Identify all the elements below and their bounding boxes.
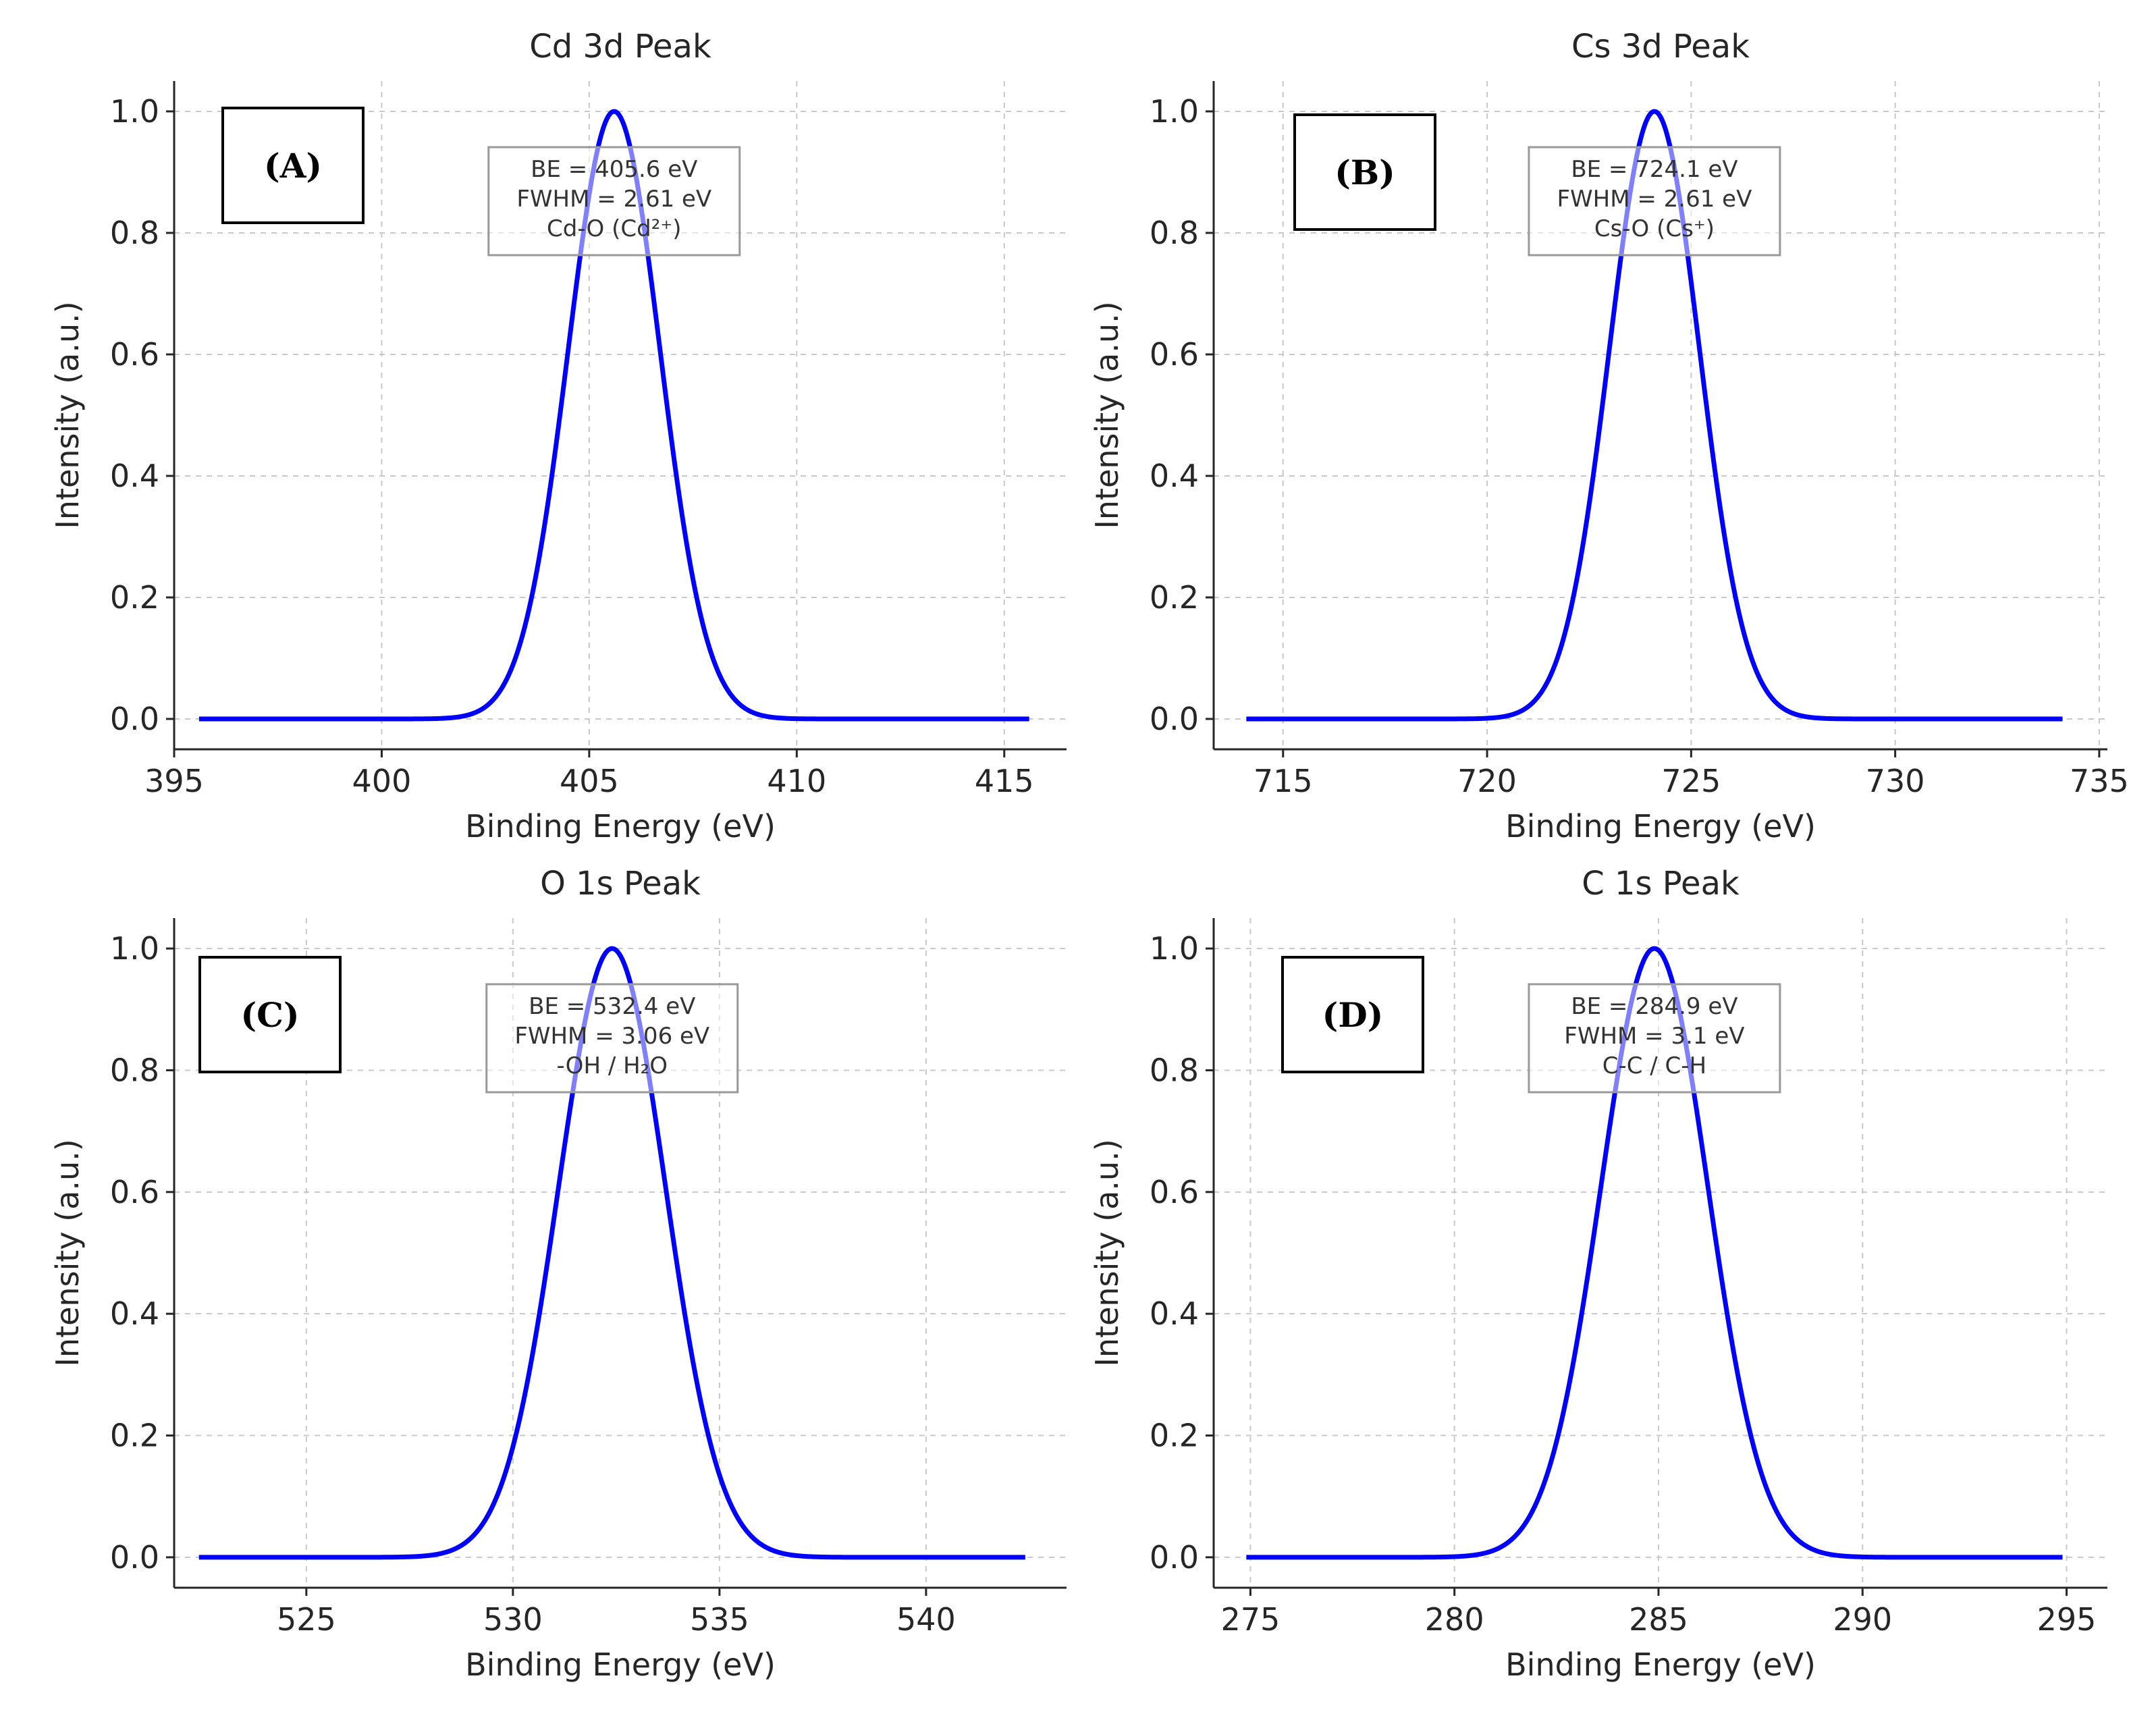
y-tick-label: 0.4	[1150, 1295, 1199, 1332]
chart-panel-1: 395 400 405 410 415 0.0 0.2 0.4 0.6 0.8 1.0 Cd 3d P…	[49, 28, 1067, 844]
x-tick-label: 725	[1661, 763, 1721, 799]
y-tick-label: 0.6	[110, 336, 159, 373]
x-tick-label: 400	[352, 763, 412, 799]
panel-title: C 1s Peak	[1582, 865, 1740, 903]
panel-letter-box	[1281, 956, 1424, 1073]
x-tick-label: 535	[690, 1601, 749, 1638]
y-axis-label: Intensity (a.u.)	[49, 1139, 86, 1366]
x-tick-label: 730	[1866, 763, 1925, 799]
x-tick-label: 395	[144, 763, 204, 799]
peak-curve-1	[1245, 946, 2064, 1560]
y-tick-label: 0.2	[110, 1418, 159, 1454]
y-tick-label: 0.2	[110, 579, 159, 616]
annotation-line: FWHM = 3.06 eV	[514, 1023, 709, 1050]
y-tick-label: 0.2	[1150, 579, 1199, 616]
x-tick-label: 410	[767, 763, 826, 799]
y-tick-label: 0.4	[110, 1295, 159, 1332]
y-tick-label: 0.8	[110, 215, 159, 251]
x-tick-label: 295	[2037, 1601, 2097, 1638]
panel-title: Cs 3d Peak	[1571, 28, 1750, 65]
y-tick-label: 0.8	[1150, 1052, 1199, 1088]
y-tick-label: 0.0	[1150, 701, 1199, 737]
x-tick-label: 415	[975, 763, 1034, 799]
x-tick-label: 540	[896, 1601, 956, 1638]
y-tick-label: 0.8	[110, 1052, 159, 1088]
annotation-line: C-C / C-H	[1602, 1052, 1706, 1079]
x-tick-label: 290	[1833, 1601, 1892, 1638]
annotation-line: BE = 284.9 eV	[1571, 993, 1737, 1020]
y-tick-label: 0.2	[1150, 1418, 1199, 1454]
x-axis-label: Binding Energy (eV)	[1505, 1646, 1816, 1683]
panel-letter-box	[221, 107, 365, 224]
annotation-line: BE = 724.1 eV	[1571, 156, 1737, 183]
y-tick-label: 0.0	[1150, 1539, 1199, 1576]
y-axis-label: Intensity (a.u.)	[49, 301, 86, 529]
panel-letter: (A)	[264, 146, 322, 186]
y-tick-label: 0.8	[1150, 215, 1199, 251]
x-tick-label: 735	[2070, 763, 2129, 799]
y-tick-label: 0.0	[110, 1539, 159, 1576]
annotation-box	[487, 146, 741, 257]
chart-panel-2: 715 720 725 730 735 0.0 0.2 0.4 0.6 0.8 1.0 Cs 3d P…	[1089, 28, 2129, 844]
panel-letter-box	[198, 956, 342, 1073]
y-tick-label: 0.6	[1150, 336, 1199, 373]
annotation-line: Cs-O (Cs⁺)	[1594, 215, 1715, 242]
annotation-box	[1528, 983, 1781, 1094]
annotation-line: FWHM = 2.61 eV	[516, 186, 711, 213]
y-tick-label: 1.0	[1150, 93, 1199, 130]
annotation-line: BE = 405.6 eV	[531, 156, 697, 183]
y-tick-label: 0.6	[1150, 1174, 1199, 1210]
y-tick-label: 0.4	[1150, 458, 1199, 494]
y-axis-label: Intensity (a.u.)	[1089, 1139, 1125, 1366]
chart-panel-3: 525 530 535 540 0.0 0.2 0.4 0.6 0.8 1.0 O 1s Peak B…	[49, 865, 1067, 1683]
panel-letter: (D)	[1322, 995, 1384, 1035]
y-axis-label: Intensity (a.u.)	[1089, 301, 1125, 529]
peak-curve-1	[198, 946, 1027, 1560]
annotation-line: BE = 532.4 eV	[529, 993, 695, 1020]
x-tick-label: 285	[1629, 1601, 1688, 1638]
y-tick-label: 0.4	[110, 458, 159, 494]
panel-title: O 1s Peak	[540, 865, 701, 903]
x-tick-label: 280	[1425, 1601, 1484, 1638]
annotation-box	[1528, 146, 1781, 257]
panel-letter-box	[1293, 113, 1436, 231]
y-tick-label: 1.0	[1150, 930, 1199, 967]
annotation-line: FWHM = 3.1 eV	[1564, 1023, 1744, 1050]
panel-letter: (B)	[1335, 153, 1395, 192]
x-tick-label: 275	[1221, 1601, 1281, 1638]
y-tick-label: 0.0	[110, 701, 159, 737]
x-axis-label: Binding Energy (eV)	[465, 808, 776, 844]
panel-letter: (C)	[240, 995, 299, 1035]
x-tick-label: 405	[560, 763, 619, 799]
x-axis-label: Binding Energy (eV)	[465, 1646, 776, 1683]
x-tick-label: 720	[1457, 763, 1517, 799]
y-tick-label: 0.6	[110, 1174, 159, 1210]
peak-curve-1	[198, 109, 1031, 722]
annotation-line: Cd-O (Cd²⁺)	[547, 215, 682, 242]
x-axis-label: Binding Energy (eV)	[1505, 808, 1816, 844]
y-tick-label: 1.0	[110, 930, 159, 967]
peak-curve-1	[1245, 109, 2064, 722]
x-tick-label: 715	[1254, 763, 1313, 799]
annotation-line: FWHM = 2.61 eV	[1557, 186, 1752, 213]
y-tick-label: 1.0	[110, 93, 159, 130]
x-tick-label: 530	[483, 1601, 543, 1638]
chart-panel-4: 275 280 285 290 295 0.0 0.2 0.4 0.6 0.8 1.0 C 1s Pe…	[1089, 865, 2107, 1683]
panel-title: Cd 3d Peak	[529, 28, 711, 65]
annotation-line: -OH / H₂O	[556, 1052, 668, 1079]
x-tick-label: 525	[277, 1601, 336, 1638]
annotation-box	[485, 983, 739, 1094]
